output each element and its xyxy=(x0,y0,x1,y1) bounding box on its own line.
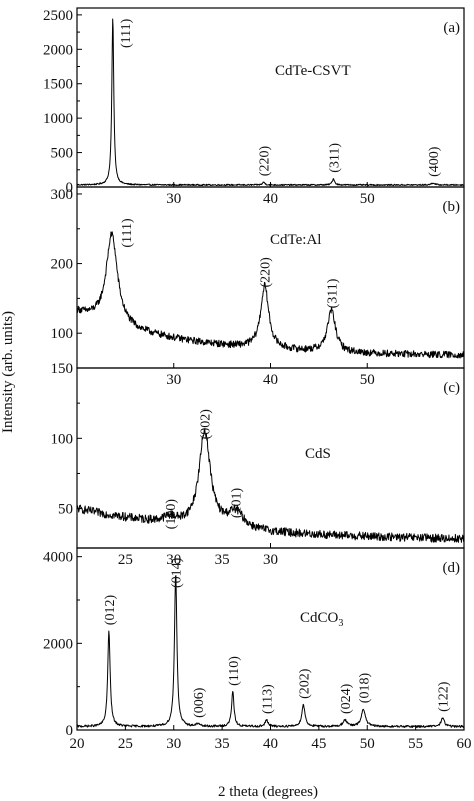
peak-label: (311) xyxy=(325,278,340,308)
peak-label: (220) xyxy=(258,146,273,177)
x-tick-label: 60 xyxy=(457,736,472,752)
x-tick-label: 45 xyxy=(311,736,326,752)
y-tick-label: 50 xyxy=(58,502,73,518)
peak-label: (006) xyxy=(192,687,207,718)
y-tick-label: 2000 xyxy=(43,636,73,652)
secondary-x-tick-label: 35 xyxy=(215,552,230,568)
x-tick-label: 30 xyxy=(166,372,181,388)
y-tick-label: 2000 xyxy=(43,42,73,58)
peak-label: (220) xyxy=(259,257,274,288)
x-tick-label: 40 xyxy=(263,372,278,388)
peak-label: (101) xyxy=(230,487,245,518)
panel-label: (b) xyxy=(443,199,461,215)
x-tick-label: 50 xyxy=(360,191,375,207)
peak-label: (111) xyxy=(119,18,134,48)
peak-label: (202) xyxy=(297,668,312,699)
peak-label: (122) xyxy=(437,681,452,712)
panel-a: 0 500 1000 1500 2000 2500 30 40 50 (a) CdTe-CSVT (1… xyxy=(43,7,465,207)
panel-label: (a) xyxy=(443,20,460,36)
peak-label: (311) xyxy=(327,143,342,173)
y-axis-label: Intensity (arb. units) xyxy=(0,311,16,433)
y-tick-label: 150 xyxy=(51,361,74,377)
peak-label: (014) xyxy=(170,557,185,588)
y-tick-label: 1500 xyxy=(43,77,73,93)
x-tick-label: 20 xyxy=(70,736,85,752)
peak-label: (110) xyxy=(227,656,242,686)
peak-label: (100) xyxy=(164,499,179,530)
sample-annotation: CdTe:Al xyxy=(270,232,321,248)
y-tick-label: 300 xyxy=(51,187,74,203)
x-tick-label: 30 xyxy=(166,736,181,752)
y-tick-label: 4000 xyxy=(43,550,73,566)
peak-label: (002) xyxy=(199,409,214,440)
y-tick-label: 0 xyxy=(66,723,74,739)
panel-d: 0 2000 4000 20 25 30 35 40 45 50 55 60 25 30 35 (d) CdCO… xyxy=(43,547,472,752)
annotation-subscript: 3 xyxy=(338,618,343,629)
y-tick-label: 500 xyxy=(51,146,74,162)
xrd-trace xyxy=(76,428,465,543)
x-tick-label: 55 xyxy=(408,736,423,752)
y-tick-label: 100 xyxy=(51,431,74,447)
peak-label: (018) xyxy=(357,673,372,704)
secondary-x-tick-label: 25 xyxy=(118,552,133,568)
peak-label: (111) xyxy=(120,218,135,248)
sample-annotation: CdTe-CSVT xyxy=(275,63,351,79)
panel-label: (c) xyxy=(443,380,460,396)
xrd-trace xyxy=(76,231,465,359)
y-tick-label: 2500 xyxy=(43,8,73,24)
peak-label: (024) xyxy=(339,683,354,714)
y-tick-label: 200 xyxy=(51,257,74,273)
y-tick-label: 0 xyxy=(66,180,74,196)
peak-label: (400) xyxy=(427,146,442,177)
panel-b: 100 200 300 30 40 50 (b) CdTe:Al (111) (220) (311) xyxy=(51,186,465,388)
peak-label: (012) xyxy=(103,595,118,626)
y-tick-label: 100 xyxy=(51,326,74,342)
x-tick-label: 40 xyxy=(263,191,278,207)
x-tick-label: 30 xyxy=(263,552,278,568)
sample-annotation: CdS xyxy=(305,446,331,462)
x-tick-label: 50 xyxy=(360,372,375,388)
peak-label: (113) xyxy=(261,684,276,714)
x-tick-label: 40 xyxy=(263,736,278,752)
sample-annotation: CdCO3 xyxy=(300,610,343,629)
y-tick-label: 1000 xyxy=(43,111,73,127)
secondary-x-tick-label: 30 xyxy=(166,552,181,568)
x-tick-label: 50 xyxy=(360,736,375,752)
x-tick-label: 35 xyxy=(215,736,230,752)
x-axis-label: 2 theta (degrees) xyxy=(218,784,318,800)
x-tick-label: 30 xyxy=(166,191,181,207)
panel-label: (d) xyxy=(443,560,461,576)
x-tick-label: 25 xyxy=(118,736,133,752)
panel-c: 50 100 150 30 (c) CdS (100) (002) (101) xyxy=(51,361,465,568)
